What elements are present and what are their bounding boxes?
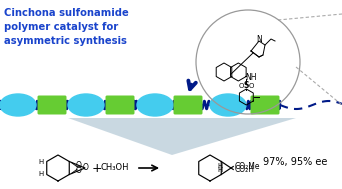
Text: O: O — [83, 163, 89, 173]
Text: Cinchona sulfonamide
polymer catalyst for
asymmetric synthesis: Cinchona sulfonamide polymer catalyst fo… — [4, 8, 129, 46]
Text: +: + — [92, 161, 102, 174]
Text: H: H — [39, 159, 44, 164]
Text: NH: NH — [245, 73, 257, 81]
Text: CO₂Me: CO₂Me — [234, 162, 260, 171]
FancyBboxPatch shape — [38, 95, 66, 115]
Text: O: O — [239, 83, 244, 89]
Text: O: O — [75, 166, 81, 175]
Text: H: H — [218, 167, 223, 173]
Text: O: O — [75, 161, 81, 170]
FancyBboxPatch shape — [105, 95, 134, 115]
Ellipse shape — [137, 94, 173, 116]
Text: H: H — [218, 163, 223, 170]
Text: N: N — [256, 35, 262, 43]
Text: H: H — [39, 171, 44, 177]
Ellipse shape — [210, 94, 246, 116]
Text: S: S — [244, 81, 249, 91]
Ellipse shape — [68, 94, 104, 116]
FancyBboxPatch shape — [173, 95, 202, 115]
Text: 97%, 95% ee: 97%, 95% ee — [263, 157, 327, 167]
FancyBboxPatch shape — [250, 95, 279, 115]
Text: O: O — [249, 83, 254, 89]
Polygon shape — [68, 118, 296, 155]
Text: CH₃OH: CH₃OH — [101, 163, 129, 173]
Text: CO₂H: CO₂H — [234, 165, 254, 174]
Ellipse shape — [0, 94, 36, 116]
